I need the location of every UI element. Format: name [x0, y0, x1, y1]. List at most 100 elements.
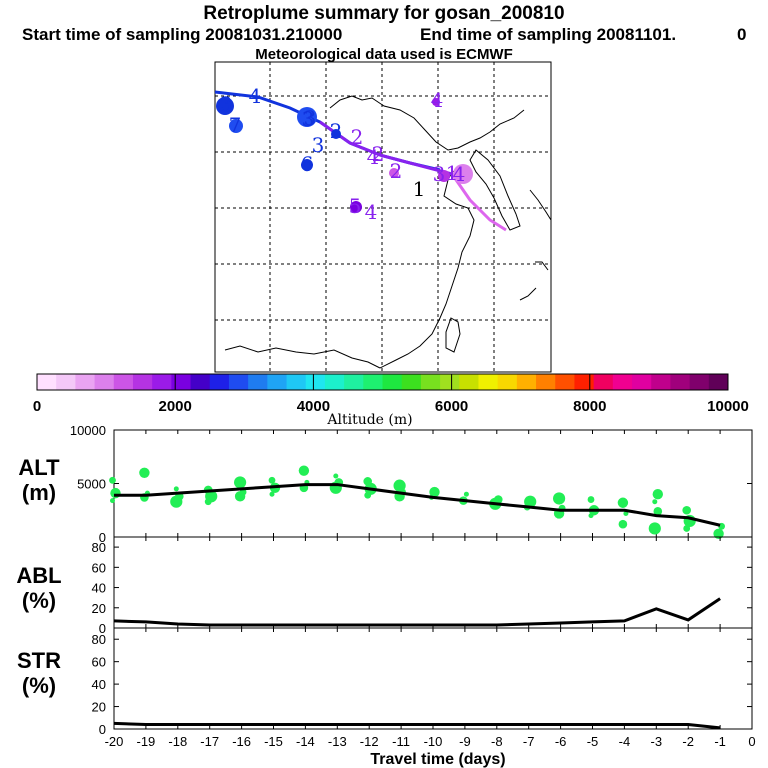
plume-dot: [350, 201, 362, 213]
trajectory-segment-pink: [450, 173, 507, 232]
x-tick-label: -16: [232, 734, 251, 749]
end-time-suffix: 0: [737, 25, 747, 44]
x-tick-label: -7: [523, 734, 535, 749]
map-label: 3: [433, 162, 446, 186]
map-label: 4: [453, 162, 466, 186]
alt-scatter-point: [618, 519, 628, 529]
colorbar-swatch: [612, 374, 633, 390]
colorbar-swatch: [286, 374, 307, 390]
map-label: 4: [365, 200, 378, 224]
y-tick-label: 40: [92, 677, 106, 692]
plume-dot: [301, 159, 313, 171]
map-label: 2: [330, 119, 343, 143]
y-tick-label: 60: [92, 655, 106, 670]
x-tick-label: -5: [587, 734, 599, 749]
plume-dot: [229, 119, 243, 133]
x-tick-label: -9: [459, 734, 471, 749]
colorbar-swatch: [555, 374, 575, 390]
map-gridlines: [215, 62, 551, 372]
alt-scatter-point: [139, 467, 150, 478]
plume-dot: [453, 164, 473, 184]
str-ylabel-line1: STR: [17, 648, 61, 673]
x-tick-label: -3: [651, 734, 663, 749]
colorbar-swatch: [209, 374, 230, 390]
map-label: 3: [304, 106, 317, 130]
alt-scatter-point: [333, 473, 339, 479]
alt-series-line: [114, 483, 721, 527]
map-label: 2: [351, 125, 364, 149]
colorbar-tick-label: 4000: [297, 398, 330, 415]
plume-dot: [216, 97, 234, 115]
map-label: 1: [446, 161, 459, 185]
alt-scatter-point: [429, 486, 440, 498]
x-tick-label: -12: [360, 734, 379, 749]
colorbar-swatch: [56, 374, 76, 390]
plume-dot: [432, 98, 440, 106]
str-panel-frame: [113, 627, 753, 730]
colorbar-swatch: [324, 374, 345, 390]
x-tick-label: -10: [424, 734, 443, 749]
alt-scatter-point: [269, 491, 275, 497]
colorbar-swatch: [632, 374, 652, 390]
y-tick-label: 20: [92, 601, 106, 616]
colorbar-swatch: [94, 374, 115, 390]
map-label: 3: [302, 107, 315, 131]
alt-scatter-point: [393, 479, 406, 492]
y-tick-label: 5000: [77, 477, 106, 492]
colorbar-tick-label: 0: [33, 398, 41, 415]
colorbar-axis-label: Altitude (m): [326, 412, 412, 428]
colorbar-swatch: [382, 374, 403, 390]
colorbar-swatch: [689, 374, 710, 390]
alt-scatter-point: [648, 522, 661, 535]
y-tick-label: 80: [92, 632, 106, 647]
x-tick-label: -15: [264, 734, 283, 749]
end-time-label: End time of sampling 20081101.: [420, 25, 677, 44]
map-label: 4: [431, 88, 444, 112]
colorbar-tick-label: 10000: [707, 398, 749, 415]
colorbar-swatch: [228, 374, 249, 390]
alt-scatter-point: [268, 476, 276, 484]
colorbar-swatch: [37, 374, 57, 390]
colorbar-swatch: [651, 374, 671, 390]
x-axis-label: Travel time (days): [370, 751, 505, 768]
alt-scatter-point: [587, 496, 595, 503]
abl-panel-frame: [113, 536, 753, 629]
x-tick-label: -14: [296, 734, 315, 749]
str-panel-ylabel: STR (%): [4, 648, 74, 698]
colorbar-tick-label: 6000: [435, 398, 468, 415]
colorbar-swatch: [248, 374, 268, 390]
y-tick-label: 10000: [70, 423, 106, 438]
x-tick-label: -8: [491, 734, 503, 749]
alt-scatter-point: [652, 499, 658, 505]
colorbar-swatch: [267, 374, 288, 390]
y-tick-label: 0: [99, 530, 106, 545]
plume-dot: [438, 170, 450, 182]
colorbar-swatch: [536, 374, 556, 390]
alt-scatter-point: [494, 495, 503, 504]
alt-scatter-point: [110, 498, 115, 504]
colorbar-swatch: [516, 374, 537, 390]
alt-scatter-point: [553, 492, 566, 505]
x-tick-label: -20: [105, 734, 124, 749]
map-label: 2: [390, 159, 403, 183]
alt-scatter-point: [173, 486, 179, 492]
met-data-label: Meteorological data used is ECMWF: [255, 46, 513, 63]
colorbar-swatch: [190, 374, 211, 390]
colorbar-swatch: [478, 374, 499, 390]
map-label: 4: [249, 84, 262, 108]
colorbar-swatch: [574, 374, 595, 390]
colorbar-swatch: [171, 374, 192, 390]
colorbar-swatch: [132, 374, 153, 390]
plume-dot: [389, 168, 399, 178]
colorbar-swatch: [670, 374, 691, 390]
alt-scatter-point: [109, 476, 116, 484]
y-tick-label: 40: [92, 581, 106, 596]
x-tick-label: -11: [392, 734, 410, 749]
str-ylabel-line2: (%): [21, 673, 57, 698]
map-label: 3: [220, 92, 233, 116]
colorbar-swatch: [420, 374, 441, 390]
x-tick-label: -6: [555, 734, 567, 749]
